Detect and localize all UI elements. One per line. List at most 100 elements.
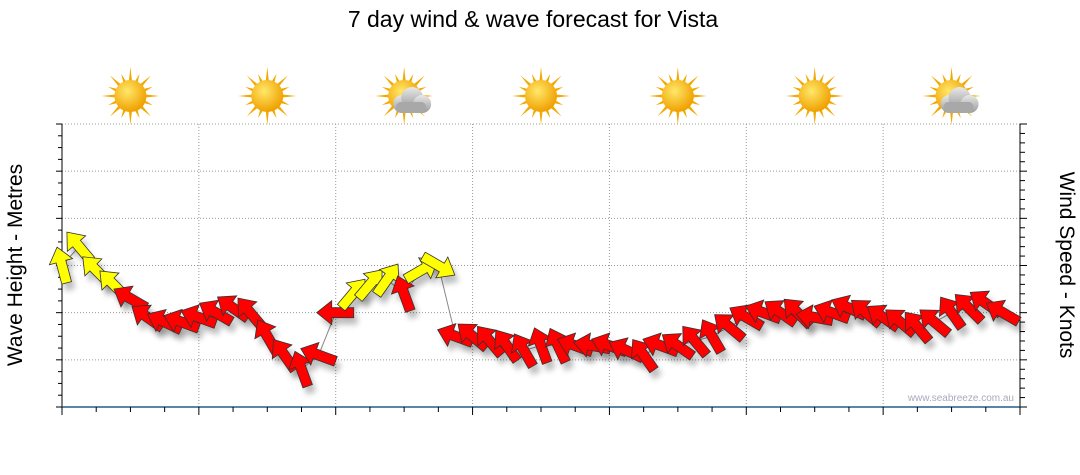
wind-arrow [510, 333, 538, 370]
wind-arrow [316, 299, 355, 326]
cloud-base [943, 102, 974, 113]
wind-arrow [729, 304, 765, 332]
y2-axis-title: Wind Speed - Knots [1055, 172, 1078, 359]
gridlines [62, 123, 1020, 407]
sun-disc [798, 80, 831, 112]
sun-ray [823, 75, 836, 88]
sun-ray [828, 94, 844, 98]
sun-ray [813, 67, 817, 83]
sun-ray [922, 94, 938, 98]
wind-arrow [682, 325, 711, 359]
sun-ray [657, 75, 670, 88]
wind-arrow [919, 309, 953, 339]
sun-ray [109, 75, 122, 88]
wind-arrow [661, 333, 697, 361]
sun-ray [554, 94, 570, 98]
day-forecast-header [101, 67, 981, 125]
sun-ray [794, 104, 807, 117]
sun-ray [785, 94, 801, 98]
sun-ray [549, 104, 562, 117]
wind-arrow [938, 296, 967, 331]
sun-ray [648, 94, 664, 98]
sun-ray [238, 94, 254, 98]
sun-ray [246, 75, 259, 88]
sun-ray [402, 67, 406, 83]
chart-title: 7 day wind & wave forecast for Vista [348, 6, 719, 32]
sun-ray [139, 104, 151, 117]
wind-arrow [699, 319, 726, 355]
wind-arrow [985, 299, 1022, 327]
sun-ray [960, 75, 973, 88]
sun-ray [949, 67, 954, 83]
sun-ray [109, 104, 122, 117]
sun-ray [128, 109, 133, 125]
sun-ray [657, 104, 670, 117]
y-axis-title: Wave Height - Metres [4, 164, 27, 366]
sun-ray [144, 94, 160, 98]
wind-arrow [48, 246, 74, 285]
cloud-icon [393, 87, 432, 113]
sun-disc [251, 80, 284, 112]
sun-ray [383, 75, 396, 88]
wave-series [48, 231, 1025, 395]
sun-ray [676, 67, 680, 83]
wind-arrow [372, 263, 400, 298]
partly-cloudy-icon [375, 67, 434, 125]
sun-ray [402, 109, 406, 125]
sun-ray [281, 94, 297, 98]
sun-ray [686, 75, 699, 88]
watermark: www.seabreeze.com.au [907, 393, 1014, 404]
wind-arrow [288, 350, 313, 389]
sunny-icon [648, 67, 707, 125]
wind-arrow [494, 329, 522, 364]
sun-disc [114, 80, 147, 112]
sun-disc [661, 80, 694, 112]
sun-ray [794, 75, 807, 88]
wind-arrow [198, 299, 235, 327]
wind-arrow [954, 294, 986, 325]
sun-ray [549, 75, 562, 88]
sun-ray [275, 104, 288, 117]
sunny-icon [512, 67, 570, 125]
sun-ray [813, 109, 817, 125]
sun-ray [676, 109, 680, 125]
sunny-icon [101, 67, 160, 125]
wind-arrow [631, 339, 659, 374]
sun-ray [128, 67, 133, 83]
cloud-icon [940, 87, 979, 113]
wind-arrow [714, 314, 747, 343]
sun-ray [931, 104, 943, 117]
sun-ray [265, 67, 269, 83]
sun-ray [949, 109, 954, 125]
sun-ray [246, 104, 259, 117]
sun-ray [520, 75, 533, 88]
sun-ray [691, 94, 707, 98]
partly-cloudy-icon [922, 67, 981, 125]
wind-arrow [66, 231, 96, 265]
sun-ray [265, 109, 269, 125]
sun-ray [101, 94, 117, 98]
cloud-base [396, 102, 427, 113]
wind-arrow [904, 311, 934, 345]
sun-ray [686, 104, 699, 117]
sun-ray [823, 104, 836, 117]
sun-ray [539, 109, 543, 125]
sun-ray [383, 104, 396, 117]
wind-arrow [527, 327, 553, 365]
sun-ray [275, 75, 288, 88]
axes [56, 123, 1027, 415]
sun-ray [412, 75, 425, 88]
sun-ray [539, 67, 543, 83]
sun-ray [931, 75, 943, 88]
wind-arrow [390, 275, 416, 313]
sun-disc [525, 80, 557, 112]
wind-arrow [113, 285, 150, 313]
sun-ray [139, 75, 151, 88]
wind-arrow [419, 251, 456, 279]
sunny-icon [785, 67, 844, 125]
sun-ray [520, 104, 533, 117]
sunny-icon [238, 67, 297, 125]
wind-arrow [300, 341, 338, 367]
sun-ray [375, 94, 391, 98]
